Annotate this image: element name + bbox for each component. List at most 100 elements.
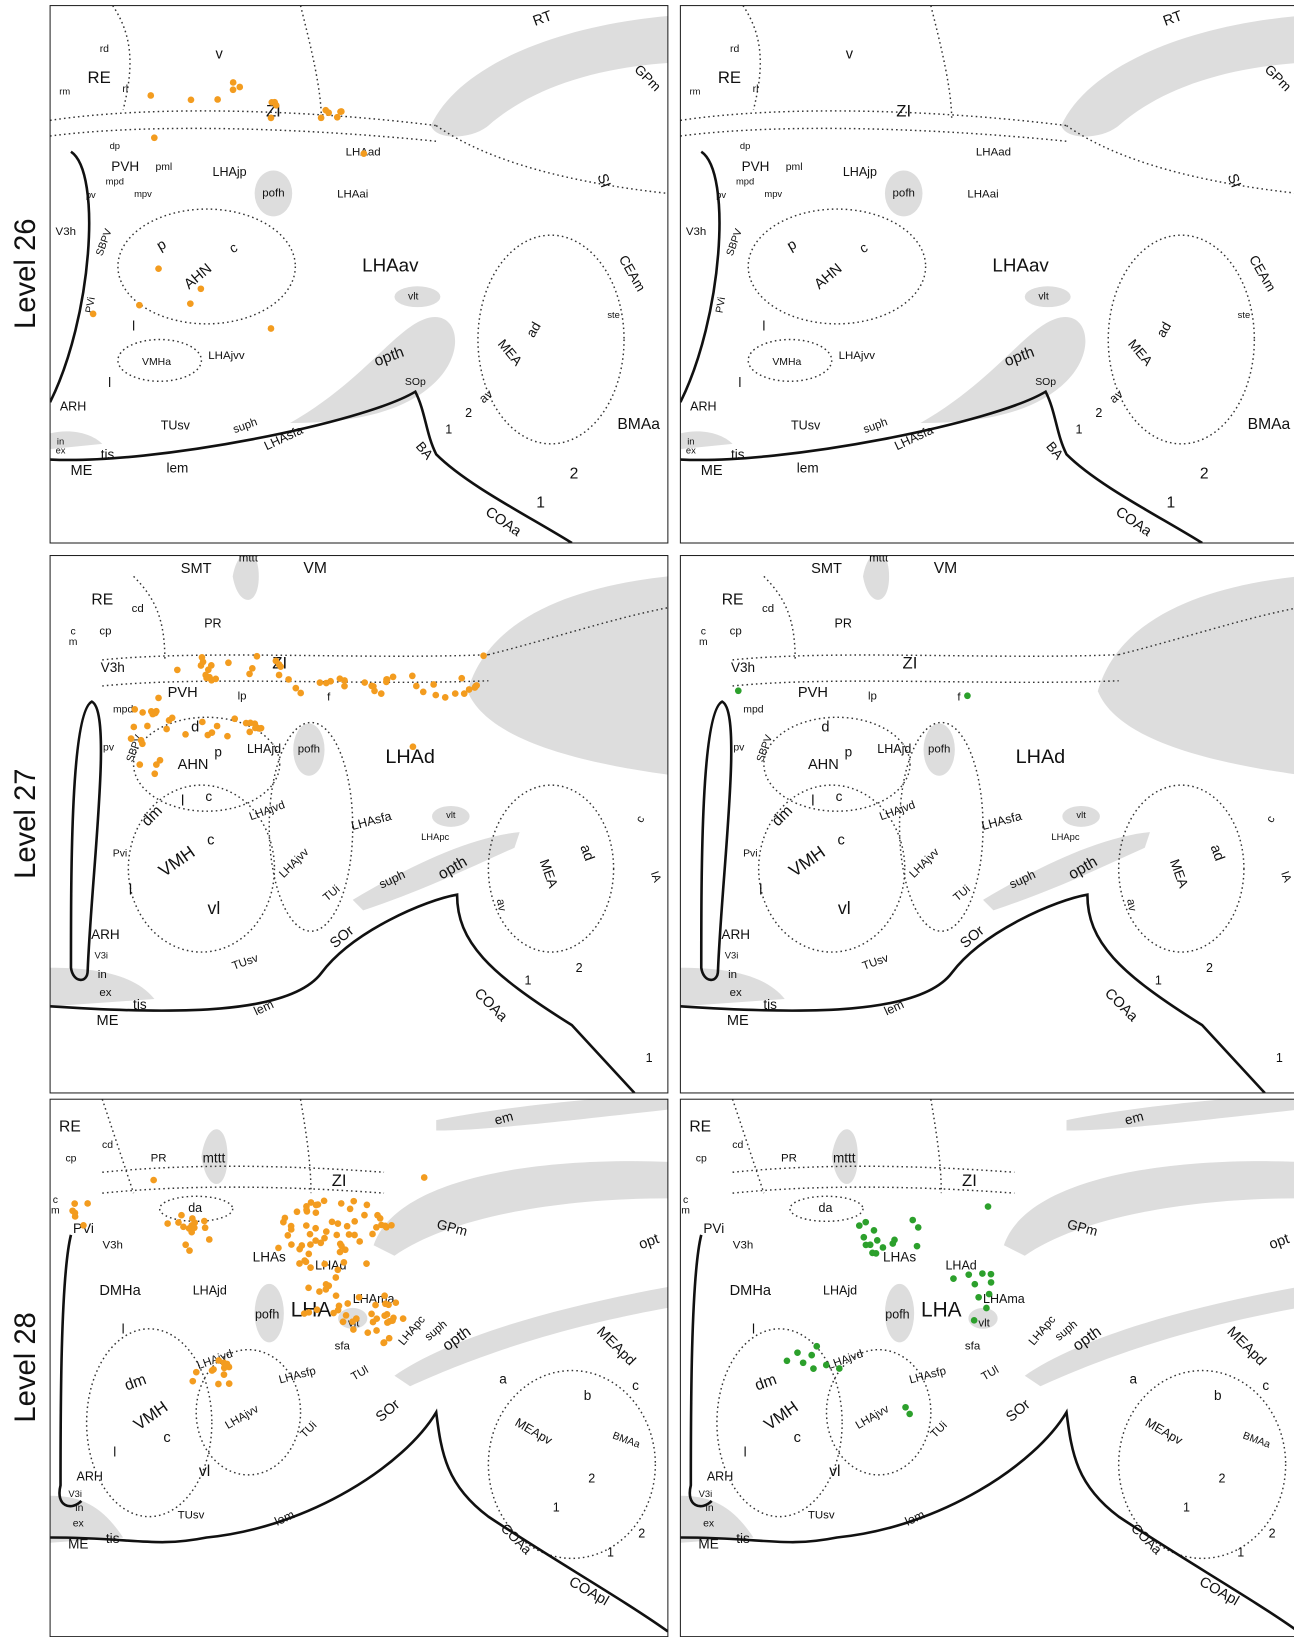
labeled-cell	[150, 1177, 157, 1184]
labeled-cell	[361, 1212, 368, 1219]
region-label: TUi	[951, 883, 972, 904]
region-label: AHN	[178, 757, 209, 773]
labeled-cell	[800, 1359, 807, 1366]
region-label: ARH	[91, 927, 120, 942]
region-label: LHAsfa	[350, 809, 393, 833]
region-label: l	[744, 1445, 747, 1460]
labeled-cell	[151, 770, 158, 777]
labeled-cell	[335, 1220, 342, 1227]
region-label: vlt	[1076, 809, 1086, 820]
region-label: TUsv	[161, 418, 191, 432]
labeled-cell	[157, 757, 164, 764]
region-label: VMHa	[142, 357, 171, 368]
labeled-cell	[372, 1302, 379, 1309]
region-label: rm	[59, 86, 70, 97]
region-label: p	[845, 744, 853, 759]
labeled-cell	[276, 672, 283, 679]
labeled-cell	[950, 1275, 957, 1282]
region-label: b	[1214, 1388, 1222, 1403]
labeled-cell	[374, 1212, 381, 1219]
labeled-cell	[131, 706, 138, 713]
labeled-cell	[198, 285, 205, 292]
region-label: ME	[698, 1536, 718, 1551]
region-label: LHAjd	[193, 1284, 227, 1298]
region-label: BA	[413, 439, 437, 463]
labeled-cell	[305, 1251, 312, 1258]
labeled-cell	[303, 1222, 310, 1229]
region-label: 2	[1206, 961, 1213, 975]
region-boundary	[931, 6, 952, 121]
labeled-cell	[317, 679, 324, 686]
region-label: CEAm	[616, 253, 649, 294]
region-label: p	[214, 744, 222, 759]
region-label: m	[51, 1206, 60, 1217]
labeled-cell	[341, 1259, 348, 1266]
region-label: c	[70, 626, 75, 637]
region-label: mpd	[743, 705, 763, 716]
panel-content: SMTmtttVMREcdcmcpPRV3hZIPVHlpfmpddLHAjdp…	[680, 553, 1294, 1093]
labeled-cell	[421, 1174, 428, 1181]
region-label: PR	[781, 1153, 797, 1165]
region-label: AHN	[812, 261, 846, 293]
region-label: pofh	[885, 1308, 909, 1322]
region-label: pv	[733, 742, 745, 753]
labeled-cell	[292, 685, 299, 692]
region-label: c	[207, 832, 214, 848]
region-label: vlt	[978, 1318, 990, 1330]
labeled-cell	[409, 673, 416, 680]
labeled-cell	[277, 663, 284, 670]
region-label: 1	[646, 1051, 653, 1065]
region-label: c	[701, 626, 706, 637]
region-label: rd	[730, 44, 739, 55]
region-label: TUi	[298, 1419, 319, 1440]
region-boundary	[478, 235, 624, 444]
panel-content: REemcdcpPRmtttZIcmdaGPmoptPViV3hLHAsLHAd…	[680, 1094, 1294, 1631]
region-label: LHApc	[1051, 831, 1079, 842]
labeled-cell	[90, 311, 97, 318]
region-label: tis	[133, 997, 147, 1012]
region-label: ex	[730, 987, 742, 999]
region-label: av	[494, 898, 508, 912]
labeled-cell	[915, 1224, 922, 1231]
region-label: c	[634, 814, 647, 825]
labeled-cell	[182, 1241, 189, 1248]
region-label: GPm	[631, 62, 663, 94]
region-label: MEA	[1167, 857, 1191, 891]
labeled-cell	[784, 1357, 791, 1364]
region-label: V3h	[731, 660, 755, 675]
labeled-cell	[151, 134, 158, 141]
labeled-cell	[363, 1260, 370, 1267]
labeled-cell	[174, 667, 181, 674]
region-label: MEApd	[593, 1324, 638, 1369]
region-label: LHApc	[421, 831, 449, 842]
labeled-cell	[273, 102, 280, 109]
region-label: PVH	[111, 159, 139, 174]
region-label: l	[122, 1321, 125, 1336]
labeled-cell	[318, 115, 325, 122]
labeled-cell	[230, 86, 237, 93]
region-label: ad	[1207, 843, 1228, 864]
labeled-cell	[214, 723, 221, 730]
region-label: LHApc	[1027, 1314, 1058, 1348]
region-label: SOr	[373, 1397, 403, 1426]
gray-region	[1098, 576, 1294, 774]
labeled-cell	[210, 1366, 217, 1373]
region-label: l	[738, 375, 741, 390]
labeled-cell	[965, 1271, 972, 1278]
brain-outline	[59, 1235, 81, 1506]
region-label: ex	[703, 1519, 715, 1530]
labeled-cell	[975, 1294, 982, 1301]
region-label: c	[227, 240, 241, 256]
labeled-cell	[351, 1232, 358, 1239]
labeled-cell	[297, 690, 304, 697]
region-label: PR	[151, 1153, 167, 1165]
labeled-cell	[381, 1312, 388, 1319]
region-label: in	[98, 969, 107, 981]
region-label: LHAjvv	[854, 1403, 892, 1432]
labeled-cell	[294, 1208, 301, 1215]
labeled-cell	[201, 1218, 208, 1225]
labeled-cell	[139, 740, 146, 747]
region-label: 1	[1155, 974, 1162, 988]
region-label: VMH	[130, 1397, 171, 1434]
region-label: tis	[736, 1531, 750, 1546]
